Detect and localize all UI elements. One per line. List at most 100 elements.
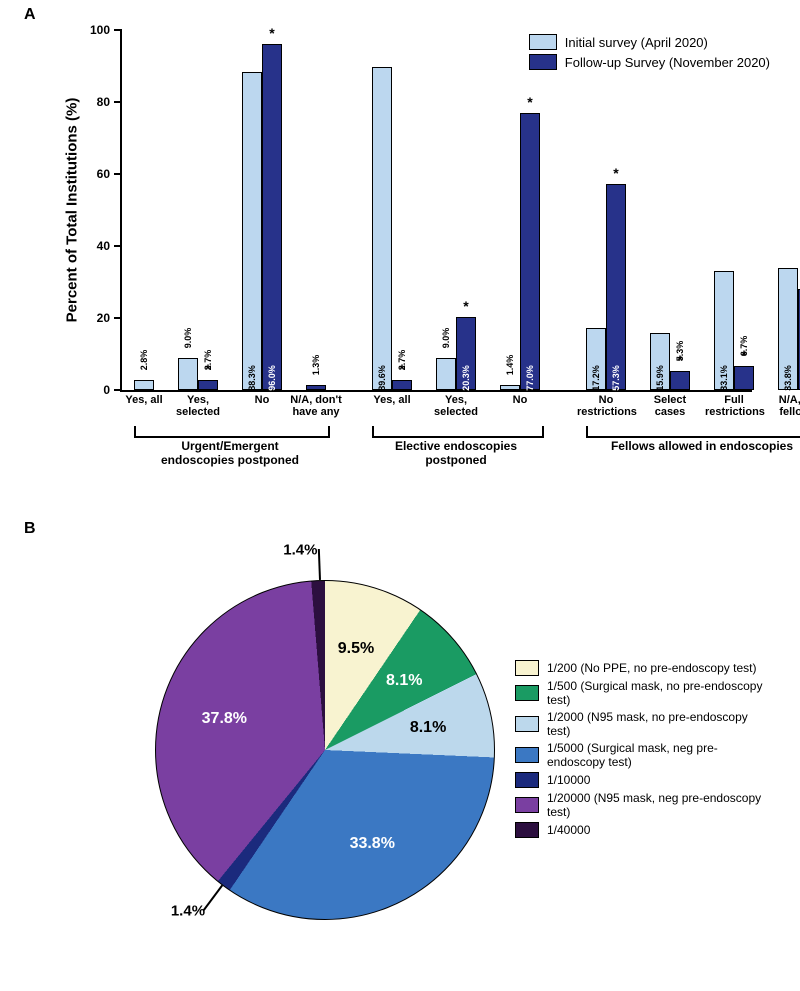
x-tick-label: Yes, all [115,390,173,406]
pie-slice-label: 1.4% [171,902,205,919]
group-bracket [372,426,544,438]
significance-star-icon: * [677,352,682,368]
x-tick-label: N/A, nofellows [769,390,800,418]
group-label: Elective endoscopiespostponed [395,440,517,468]
legend-label: Initial survey (April 2020) [565,35,708,50]
significance-star-icon: * [399,361,404,377]
bar-value-label: 1.4% [505,355,515,376]
y-tick-label: 60 [97,167,110,181]
significance-star-icon: * [269,25,274,41]
legend-item: Follow-up Survey (November 2020) [529,54,770,70]
pie-slice-label: 33.8% [350,835,395,853]
significance-star-icon: * [463,298,468,314]
legend-label: 1/500 (Surgical mask, no pre-endoscopy t… [547,679,765,707]
bar-value-label: 20.3% [461,365,471,391]
bar: 77.0%* [520,113,540,390]
legend-label: Follow-up Survey (November 2020) [565,55,770,70]
bar-value-label: 9.0% [183,327,193,348]
y-tick-label: 80 [97,95,110,109]
legend-item: 1/10000 [515,772,765,788]
legend-item: 1/500 (Surgical mask, no pre-endoscopy t… [515,679,765,707]
legend-swatch [515,660,539,676]
x-tick-label: Yes,selected [427,390,485,418]
pie-legend: 1/200 (No PPE, no pre-endoscopy test) 1/5… [515,660,765,841]
pie-chart: 9.5%8.1%8.1%33.8%1.4%37.8%1.4% [155,580,495,920]
legend-label: 1/20000 (N95 mask, neg pre-endoscopy tes… [547,791,765,819]
pie-leader-line [317,549,320,580]
pie-slice-label: 1.4% [283,541,317,558]
bar: 2.7%* [198,380,218,390]
legend-item: 1/20000 (N95 mask, neg pre-endoscopy tes… [515,791,765,819]
bar: 89.6% [372,67,392,390]
y-axis-label: Percent of Total Institutions (%) [64,98,81,323]
panel-a-label: A [24,6,36,24]
legend-label: 1/5000 (Surgical mask, neg pre-endoscopy… [547,741,765,769]
bar: 33.1% [714,271,734,390]
bar-value-label: 1.3% [311,355,321,376]
y-tick-label: 100 [90,23,110,37]
bar: 88.3% [242,72,262,390]
bar: 2.8% [134,380,154,390]
y-tick-label: 40 [97,239,110,253]
bar: 9.0% [178,358,198,390]
page: A Percent of Total Institutions (%) 0 20 4… [0,0,800,991]
legend-label: 1/2000 (N95 mask, no pre-endoscopy test) [547,710,765,738]
y-tick [114,245,122,247]
bar: 17.2% [586,328,606,390]
legend-swatch [529,34,557,50]
pie-slice-label: 8.1% [386,672,422,690]
bar-value-label: 96.0% [267,365,277,391]
bar: 20.3%* [456,317,476,390]
legend-swatch [515,822,539,838]
bar-value-label: 33.8% [783,365,793,391]
y-tick [114,101,122,103]
legend-item: 1/200 (No PPE, no pre-endoscopy test) [515,660,765,676]
legend-swatch [515,772,539,788]
bar: 6.7%* [734,366,754,390]
bar: 57.3%* [606,184,626,390]
legend-label: 1/200 (No PPE, no pre-endoscopy test) [547,661,756,675]
y-tick-label: 0 [103,383,110,397]
panel-b: 9.5%8.1%8.1%33.8%1.4%37.8%1.4% 1/200 (No… [45,540,765,970]
significance-star-icon: * [613,165,618,181]
bar-value-label: 89.6% [377,365,387,391]
pie-slice-label: 8.1% [410,719,446,737]
y-tick [114,29,122,31]
bar-value-label: 9.0% [441,327,451,348]
group-bracket [586,426,800,438]
bar-chart: Percent of Total Institutions (%) 020406… [120,30,752,392]
legend-swatch [515,747,539,763]
bar-value-label: 17.2% [591,365,601,391]
y-tick [114,317,122,319]
barchart-legend: Initial survey (April 2020) Follow-up Sur… [529,34,770,74]
legend-item: 1/2000 (N95 mask, no pre-endoscopy test) [515,710,765,738]
significance-star-icon: * [527,94,532,110]
x-tick-label: No [233,390,291,406]
bar: 5.3%* [670,371,690,390]
legend-label: 1/10000 [547,773,590,787]
bar-value-label: 88.3% [247,365,257,391]
significance-star-icon: * [205,361,210,377]
legend-swatch [515,685,539,701]
x-tick-label: Yes, all [363,390,421,406]
x-tick-label: No [491,390,549,406]
x-tick-label: N/A, don'thave any [287,390,345,418]
group-label: Fellows allowed in endoscopies [611,440,793,454]
bar: 2.7%* [392,380,412,390]
x-tick-label: Fullrestrictions [705,390,763,418]
pie-slice-label: 37.8% [202,710,247,728]
y-tick-label: 20 [97,311,110,325]
legend-item: Initial survey (April 2020) [529,34,770,50]
legend-label: 1/40000 [547,823,590,837]
x-tick-label: Yes,selected [169,390,227,418]
bar-value-label: 15.9% [655,365,665,391]
pie-disc [155,580,495,920]
bar: 9.0% [436,358,456,390]
legend-swatch [529,54,557,70]
panel-a: Percent of Total Institutions (%) 0 20 40 6… [60,20,780,490]
significance-star-icon: * [741,347,746,363]
y-tick [114,173,122,175]
x-tick-label: Selectcases [641,390,699,418]
legend-item: 1/40000 [515,822,765,838]
bar: 15.9% [650,333,670,390]
